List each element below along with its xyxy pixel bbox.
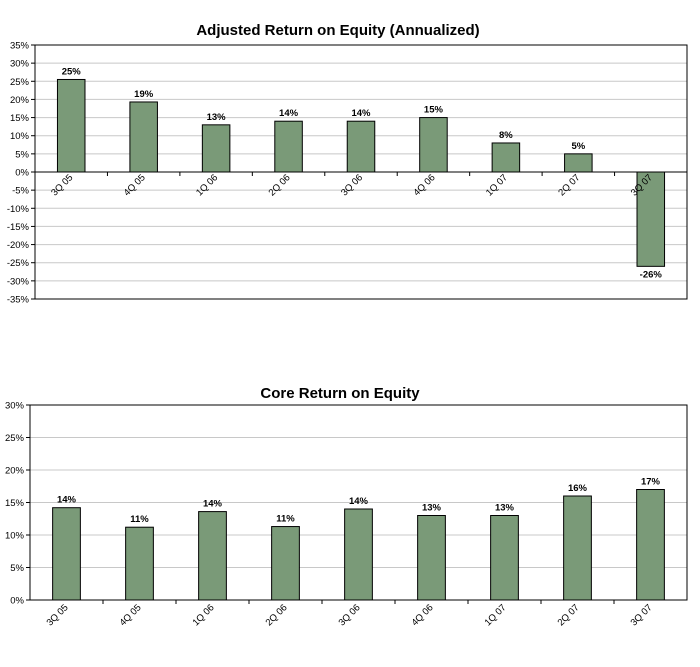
y-tick-label: 25% xyxy=(5,433,25,444)
category-label: 1Q 07 xyxy=(483,602,509,628)
y-tick-label: 35% xyxy=(10,41,30,52)
category-label: 4Q 06 xyxy=(410,602,436,628)
bar xyxy=(198,511,227,601)
bar xyxy=(344,508,373,601)
data-label: 14% xyxy=(351,108,371,119)
data-label: 14% xyxy=(57,495,77,506)
y-tick-label: 5% xyxy=(15,149,29,160)
category-label: 1Q 07 xyxy=(484,172,510,198)
data-label: 5% xyxy=(571,141,585,152)
chart-title: Adjusted Return on Equity (Annualized) xyxy=(196,22,479,39)
bar xyxy=(52,507,81,601)
bar xyxy=(419,117,448,173)
bar xyxy=(490,515,519,601)
data-label: 11% xyxy=(276,514,295,525)
bar xyxy=(125,526,154,601)
data-label: -26% xyxy=(640,269,663,280)
y-tick-label: 30% xyxy=(5,401,25,412)
data-label: 14% xyxy=(203,499,223,510)
category-label: 2Q 06 xyxy=(267,172,293,198)
adjusted-roe-chart: Adjusted Return on Equity (Annualized) -… xyxy=(7,22,688,306)
y-tick-label: -25% xyxy=(7,258,30,269)
data-label: 13% xyxy=(207,112,227,123)
data-label: 14% xyxy=(349,496,369,507)
category-label: 4Q 05 xyxy=(118,602,144,628)
data-label: 17% xyxy=(641,477,661,488)
category-label: 2Q 06 xyxy=(264,602,290,628)
category-label: 1Q 06 xyxy=(191,602,217,628)
category-label: 4Q 05 xyxy=(122,172,148,198)
category-label: 3Q 06 xyxy=(339,172,365,198)
y-tick-label: 10% xyxy=(5,531,25,542)
category-label: 1Q 06 xyxy=(194,172,220,198)
y-tick-label: 10% xyxy=(10,131,30,142)
bar xyxy=(491,142,521,173)
data-label: 16% xyxy=(568,483,588,494)
category-label: 3Q 05 xyxy=(45,602,71,628)
bar xyxy=(56,78,86,173)
y-tick-label: -30% xyxy=(7,276,30,287)
y-tick-label: -35% xyxy=(7,295,30,306)
y-tick-label: 20% xyxy=(10,95,30,106)
category-label: 3Q 05 xyxy=(49,172,75,198)
y-tick-label: 5% xyxy=(10,563,24,574)
y-tick-label: 0% xyxy=(15,168,29,179)
data-label: 14% xyxy=(279,108,299,119)
bar xyxy=(201,124,231,173)
data-label: 25% xyxy=(62,66,82,77)
bar xyxy=(417,515,446,601)
y-tick-label: -15% xyxy=(7,222,30,233)
y-tick-label: -10% xyxy=(7,204,30,215)
y-tick-label: 15% xyxy=(5,498,25,509)
bar xyxy=(563,495,592,601)
data-label: 8% xyxy=(499,130,513,141)
data-label: 11% xyxy=(130,514,149,525)
category-label: 3Q 07 xyxy=(629,602,655,628)
core-roe-chart: Core Return on Equity 0% 5% 10% 15% 20% 25% 30… xyxy=(5,385,688,628)
y-tick-label: 25% xyxy=(10,77,30,88)
chart-title: Core Return on Equity xyxy=(260,385,420,402)
bar xyxy=(274,120,303,173)
category-label: 2Q 07 xyxy=(556,172,582,198)
bar xyxy=(129,101,158,173)
y-tick-label: 0% xyxy=(10,596,24,607)
y-tick-label: -20% xyxy=(7,240,30,251)
y-tick-label: -5% xyxy=(12,186,29,197)
category-label: 4Q 06 xyxy=(411,172,437,198)
data-label: 15% xyxy=(424,105,444,116)
category-label: 2Q 07 xyxy=(556,602,582,628)
category-label: 3Q 06 xyxy=(337,602,363,628)
y-tick-label: 15% xyxy=(10,113,30,124)
y-tick-label: 30% xyxy=(10,59,30,70)
y-tick-label: 20% xyxy=(5,466,25,477)
bar xyxy=(271,526,300,601)
data-label: 19% xyxy=(134,89,154,100)
bar xyxy=(636,171,666,267)
bar xyxy=(346,120,376,173)
bar xyxy=(636,489,665,601)
data-label: 13% xyxy=(422,503,442,514)
bar xyxy=(564,153,593,173)
data-label: 13% xyxy=(495,503,515,514)
